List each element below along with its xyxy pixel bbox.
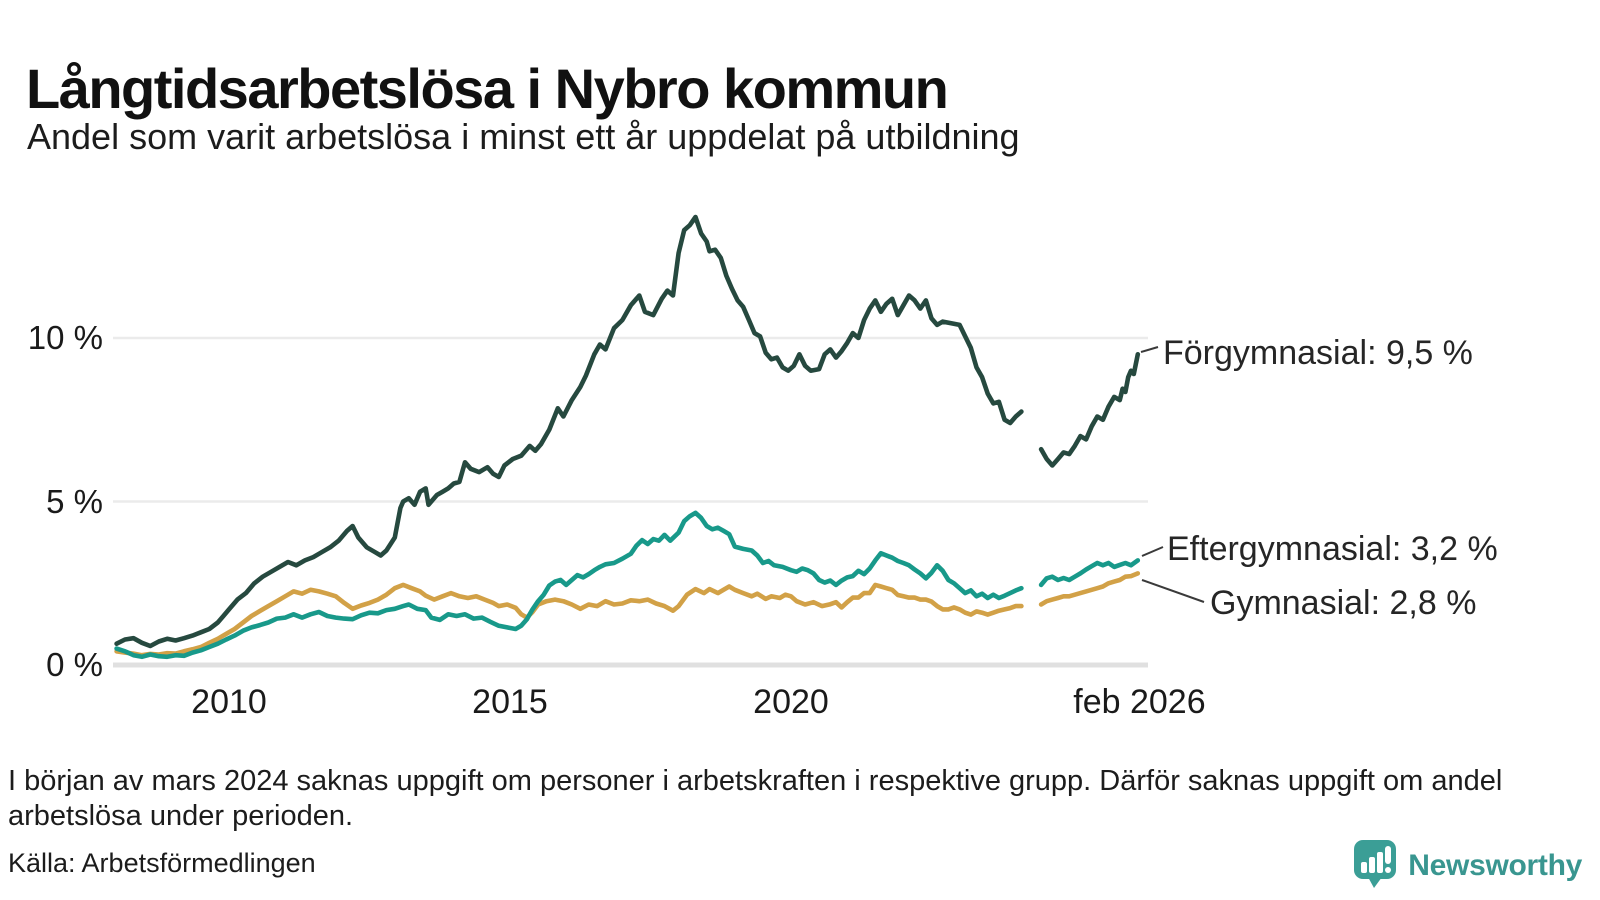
series-line-gymnasial-seg2	[1038, 571, 1141, 607]
x-axis-tick-2010: 2010	[191, 683, 267, 721]
x-axis-tick-2015: 2015	[472, 683, 548, 721]
page-subtitle: Andel som varit arbetslösa i minst ett å…	[27, 116, 1020, 157]
label-connector-gymnasial	[1141, 579, 1205, 603]
x-axis-tick-2020: 2020	[753, 683, 829, 721]
series-line-gymnasial-seg1	[114, 582, 1024, 658]
label-connector-förgymnasial	[1140, 346, 1159, 353]
series-line-förgymnasial-seg2	[1038, 351, 1141, 468]
newsworthy-logo-icon	[1352, 838, 1398, 893]
x-axis-tick-feb-2026: feb 2026	[1073, 683, 1206, 721]
series-line-eftergymnasial-seg2	[1038, 558, 1141, 588]
series-line-förgymnasial-seg1	[114, 214, 1024, 649]
series-label-eftergymnasial: Eftergymnasial: 3,2 %	[1167, 530, 1498, 568]
chart-footnote: I början av mars 2024 saknas uppgift om …	[8, 765, 1503, 833]
newsworthy-branding: Newsworthy	[1352, 838, 1582, 893]
label-connector-eftergymnasial	[1141, 546, 1164, 557]
series-label-gymnasial: Gymnasial: 2,8 %	[1210, 584, 1477, 622]
page-title: Långtidsarbetslösa i Nybro kommun	[26, 56, 949, 120]
y-axis-tick-0: 0 %	[46, 646, 103, 683]
source-attribution: Källa: Arbetsförmedlingen	[8, 848, 316, 878]
series-line-eftergymnasial-seg1	[114, 510, 1024, 660]
newsworthy-logo-text: Newsworthy	[1408, 848, 1582, 882]
y-axis-tick-5: 5 %	[46, 482, 103, 520]
y-axis-tick-10: 10 %	[27, 319, 103, 356]
series-label-förgymnasial: Förgymnasial: 9,5 %	[1163, 334, 1473, 372]
